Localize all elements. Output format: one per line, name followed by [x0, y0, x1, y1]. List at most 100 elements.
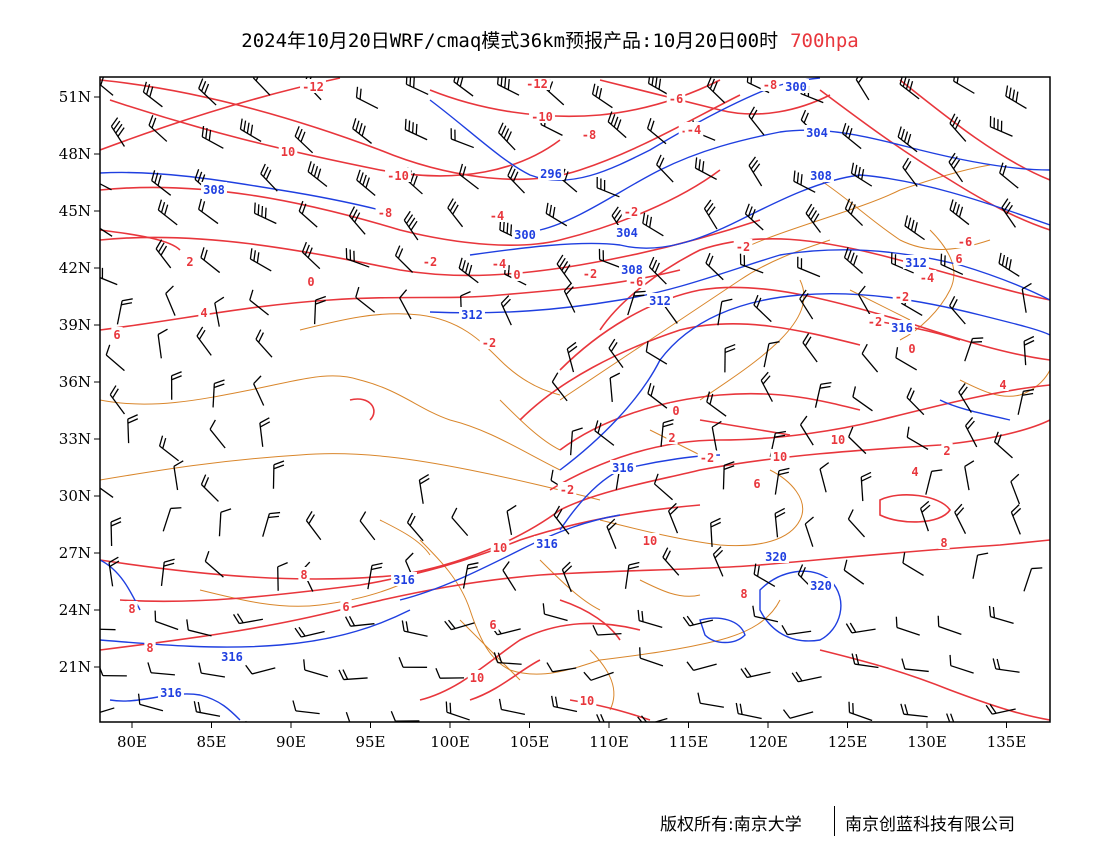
wind-barb: [493, 652, 522, 665]
wind-barb: [398, 657, 428, 668]
temperature-label-bg: [524, 77, 550, 90]
border-line: [499, 399, 561, 451]
temperature-label-bg: [278, 144, 298, 158]
temperature-label: 4: [200, 306, 207, 320]
wind-barb: [592, 624, 622, 636]
wind-barb: [791, 671, 822, 683]
wind-barb: [857, 285, 871, 316]
wind-barb: [740, 667, 771, 679]
wind-barb: [390, 711, 420, 722]
wind-barb: [160, 558, 175, 587]
temperature-isoline: [429, 79, 721, 118]
wind-barb: [100, 482, 114, 498]
wind-barb: [648, 256, 667, 285]
height-label: 316: [393, 573, 415, 587]
wind-barb: [897, 126, 918, 153]
temperature-label: 6: [342, 600, 349, 614]
temperature-label: -12: [526, 77, 548, 91]
wind-barb: [458, 257, 479, 284]
wind-barb: [697, 692, 724, 708]
temperature-label: -2: [560, 483, 574, 497]
wind-barb: [458, 163, 479, 190]
temperature-label-bg: [487, 617, 499, 631]
wind-barb: [233, 613, 263, 625]
wind-barb: [694, 157, 717, 180]
wind-barb: [110, 117, 125, 147]
lat-tick-label: 21N: [59, 658, 91, 676]
wind-barb: [890, 252, 914, 274]
title-text: 2024年10月20日WRF/cmaq模式36km预报产品:10月20日00时: [241, 30, 779, 52]
wind-barb: [345, 248, 370, 268]
temperature-label-bg: [490, 540, 510, 554]
height-label: 316: [160, 686, 182, 700]
height-label-bg: [763, 549, 789, 563]
temperature-isoline: [100, 229, 181, 251]
height-label-bg: [614, 225, 640, 239]
wind-barb: [142, 81, 163, 108]
wind-barb: [148, 114, 168, 142]
wind-barb: [804, 516, 814, 547]
temperature-label: 6: [753, 477, 760, 491]
wind-barb: [201, 126, 224, 149]
wind-barb: [162, 507, 182, 532]
wind-barb: [860, 471, 872, 502]
height-label: 316: [891, 321, 913, 335]
wind-barb: [105, 344, 125, 372]
temperature-label: -2: [700, 451, 714, 465]
wind-barb: [735, 702, 762, 720]
height-label: 304: [806, 126, 828, 140]
wind-barb: [799, 289, 814, 320]
wind-barb: [403, 210, 419, 241]
wind-barb: [367, 562, 383, 590]
wind-barb: [200, 474, 219, 502]
temperature-label: 8: [300, 568, 307, 582]
border-line: [849, 289, 911, 321]
wind-barb: [763, 341, 780, 368]
wind-barb: [193, 701, 221, 717]
wind-barb: [553, 505, 570, 535]
height-label-bg: [808, 168, 834, 182]
wind-barb: [627, 290, 646, 316]
height-label-bg: [201, 182, 227, 196]
wind-barb: [259, 417, 271, 447]
wind-barb: [797, 256, 821, 278]
height-isoline: [699, 617, 746, 644]
wind-barb: [294, 126, 314, 154]
wind-barb: [154, 610, 179, 631]
temperature-isoline: [549, 384, 1050, 491]
wind-barb: [1017, 388, 1035, 415]
wind-barb: [405, 77, 429, 95]
temperature-label: 0: [513, 268, 520, 282]
temperature-label-bg: [751, 476, 763, 490]
wind-barb: [298, 200, 318, 228]
border-line: [699, 279, 805, 401]
wind-barb: [948, 152, 964, 183]
wind-barb: [272, 460, 285, 489]
temperature-label-bg: [111, 327, 123, 341]
temperature-label: -2: [736, 240, 750, 254]
copyright-left: 版权所有:南京大学: [660, 815, 802, 835]
wind-barb: [642, 212, 664, 237]
height-label: 320: [765, 550, 787, 564]
lon-tick-label: 100E: [430, 733, 470, 751]
wind-barb: [401, 620, 428, 637]
wind-barb: [848, 426, 867, 455]
height-isoline: [539, 129, 1050, 231]
height-label-bg: [619, 262, 645, 276]
wind-barb: [781, 624, 812, 636]
wind-barb: [116, 298, 133, 325]
temperature-label: 8: [740, 587, 747, 601]
temperature-label: -2: [868, 315, 882, 329]
wind-barb: [949, 113, 967, 142]
lat-tick-label: 48N: [59, 145, 91, 163]
height-isoline: [559, 454, 721, 531]
height-isoline: [469, 174, 1050, 256]
wind-barb: [847, 509, 866, 538]
wind-barb: [802, 333, 818, 363]
wind-barb: [198, 78, 217, 106]
wind-barb: [245, 664, 276, 675]
wind-barb: [127, 414, 139, 444]
wind-barb: [109, 385, 126, 415]
lat-tick-label: 36N: [59, 373, 91, 391]
map-frame: [99, 76, 1051, 723]
